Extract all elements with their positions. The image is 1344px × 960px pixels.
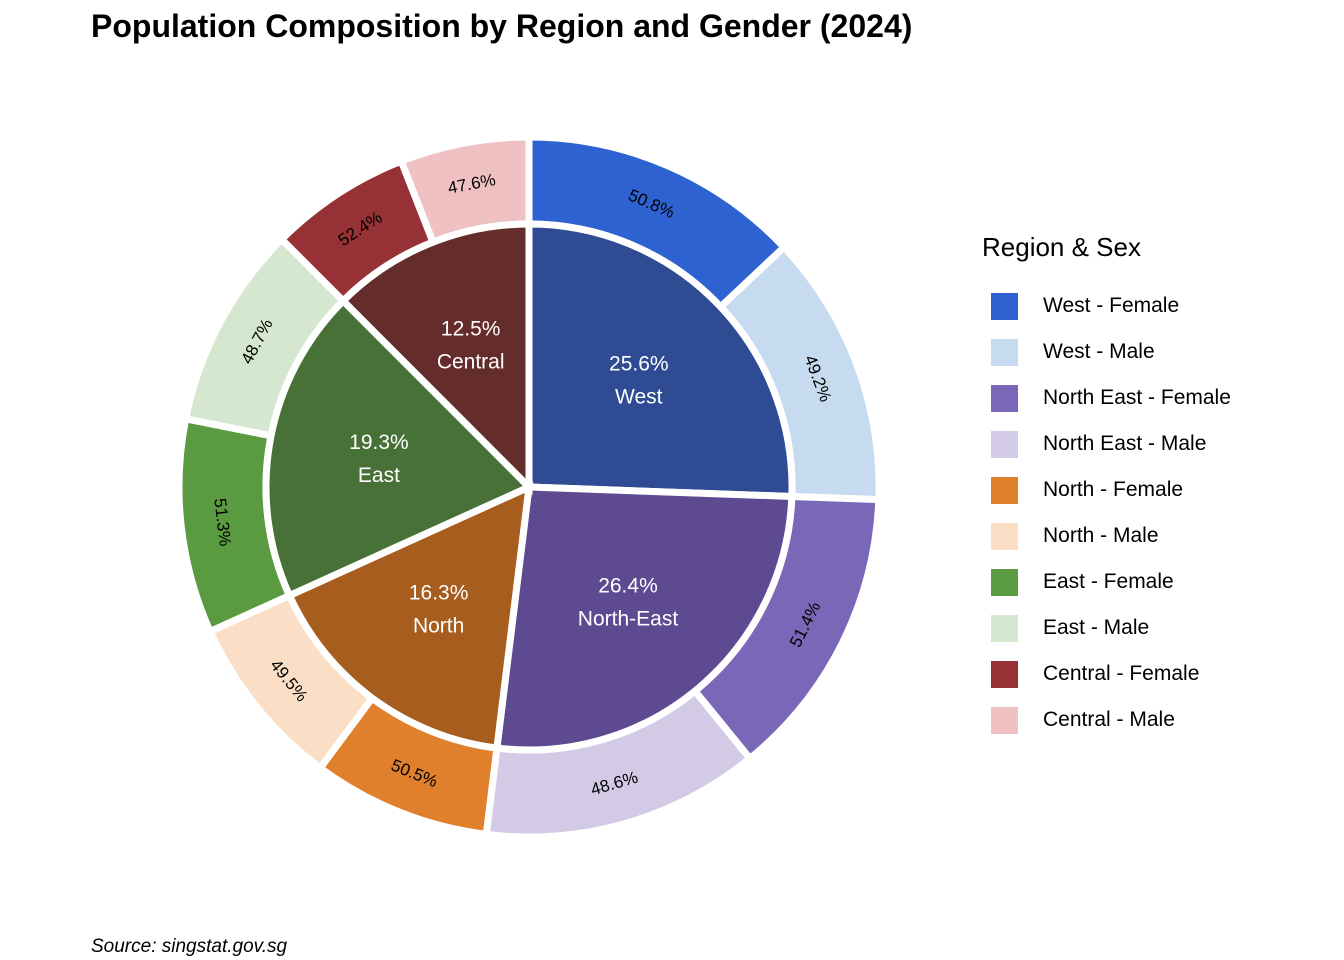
legend-item-east-male: East - Male [982,605,1231,651]
legend-swatch [991,522,1018,550]
legend-item-central-female: Central - Female [982,651,1231,697]
legend-label: West - Male [1043,340,1155,363]
inner-label-name-north: North [413,614,464,637]
legend-item-north-male: North - Male [982,513,1231,559]
inner-label-pct-west: 25.6% [609,353,669,376]
legend-item-north-east-female: North East - Female [982,375,1231,421]
inner-slice-north [284,481,534,752]
legend-item-west-female: West - Female [982,283,1231,329]
legend-item-west-male: West - Male [982,329,1231,375]
source-caption: Source: singstat.gov.sg [91,936,288,957]
legend-swatch [991,338,1018,366]
inner-slice-west [525,220,796,501]
inner-slice-east [262,295,536,601]
legend-label: Central - Female [1043,662,1200,685]
chart-title: Population Composition by Region and Gen… [91,8,913,44]
inner-slice-north-east [492,483,796,754]
legend-label: North East - Male [1043,432,1207,455]
inner-pie [262,220,796,754]
legend-items: West - Female West - Male North East - Fem… [982,283,1231,743]
legend-swatch [991,476,1018,504]
inner-label-name-west: West [615,386,663,409]
inner-label-pct-east: 19.3% [349,431,409,454]
legend-swatch [991,614,1018,642]
legend-label: Central - Male [1043,708,1175,731]
inner-label-pct-north: 16.3% [409,581,469,604]
inner-label-pct-central: 12.5% [441,318,501,341]
legend-swatch [991,568,1018,596]
legend: Region & Sex West - Female West - Male Nor… [982,232,1231,743]
legend-label: North East - Female [1043,386,1231,409]
legend-swatch [991,660,1018,688]
legend-item-north-east-male: North East - Male [982,421,1231,467]
legend-label: East - Male [1043,616,1150,639]
inner-label-name-east: East [358,464,400,487]
legend-swatch [991,292,1018,320]
legend-swatch [991,384,1018,412]
inner-slice-central [338,220,533,496]
inner-label-name-north-east: North-East [578,608,679,631]
legend-swatch [991,430,1018,458]
legend-swatch [991,706,1018,734]
legend-item-north-female: North - Female [982,467,1231,513]
legend-label: West - Female [1043,294,1180,317]
legend-item-central-male: Central - Male [982,697,1231,743]
legend-label: North - Male [1043,524,1159,547]
legend-title: Region & Sex [982,232,1141,262]
legend-item-east-female: East - Female [982,559,1231,605]
inner-label-name-central: Central [437,351,505,374]
inner-label-pct-north-east: 26.4% [598,575,658,598]
legend-label: East - Female [1043,570,1174,593]
legend-label: North - Female [1043,478,1184,501]
